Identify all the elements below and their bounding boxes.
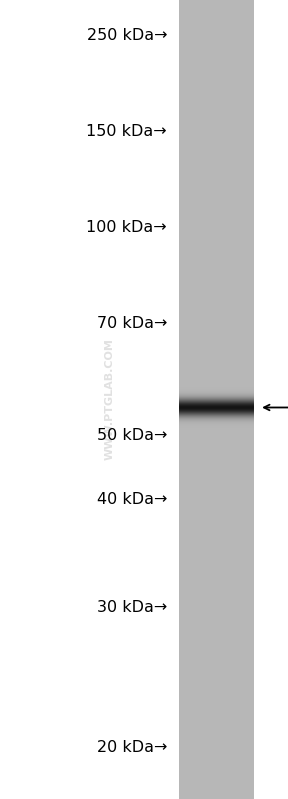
Text: 40 kDa→: 40 kDa→ [97, 492, 167, 507]
Text: 150 kDa→: 150 kDa→ [86, 125, 167, 139]
Text: WWW.PTGLAB.COM: WWW.PTGLAB.COM [105, 339, 114, 460]
Text: 70 kDa→: 70 kDa→ [97, 316, 167, 331]
Text: 250 kDa→: 250 kDa→ [86, 29, 167, 43]
Text: 20 kDa→: 20 kDa→ [97, 740, 167, 754]
Text: 30 kDa→: 30 kDa→ [97, 600, 167, 614]
Text: 50 kDa→: 50 kDa→ [97, 428, 167, 443]
Text: 100 kDa→: 100 kDa→ [86, 221, 167, 235]
